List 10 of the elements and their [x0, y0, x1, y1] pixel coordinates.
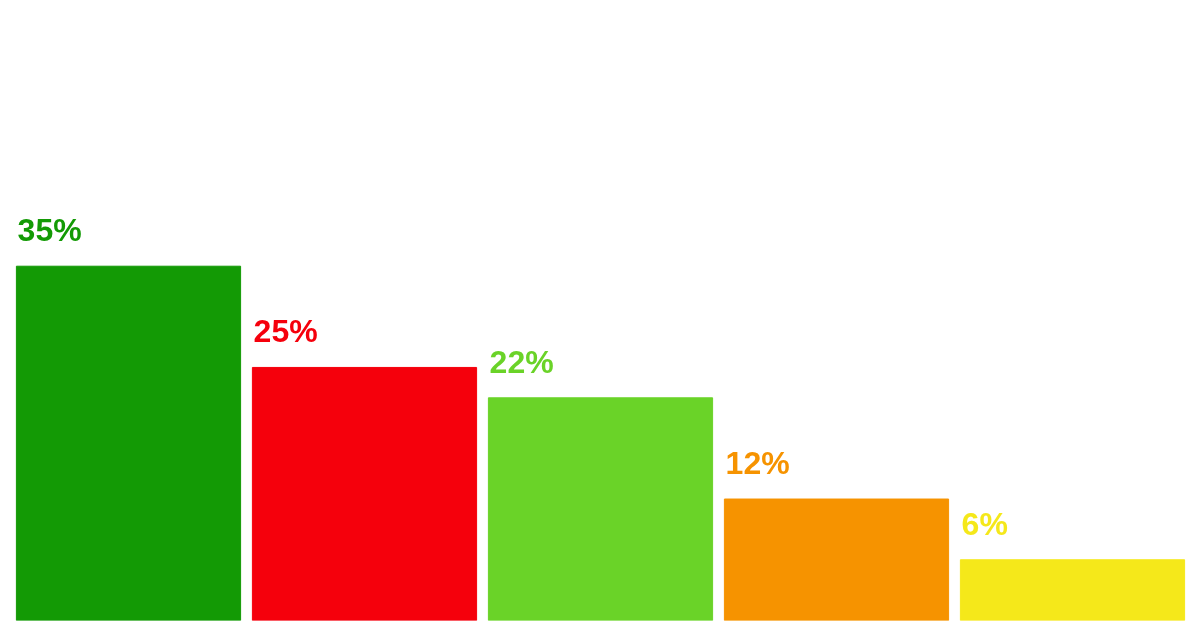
bar: [487, 397, 714, 621]
bar: [251, 366, 478, 621]
data-label: 25%: [253, 313, 318, 350]
bar: [15, 265, 242, 621]
bar: [959, 559, 1186, 621]
data-label: 35%: [17, 212, 82, 249]
data-label: 12%: [725, 445, 790, 482]
bar: [723, 498, 950, 621]
data-label: 22%: [489, 343, 554, 380]
data-label: 6%: [961, 505, 1008, 542]
